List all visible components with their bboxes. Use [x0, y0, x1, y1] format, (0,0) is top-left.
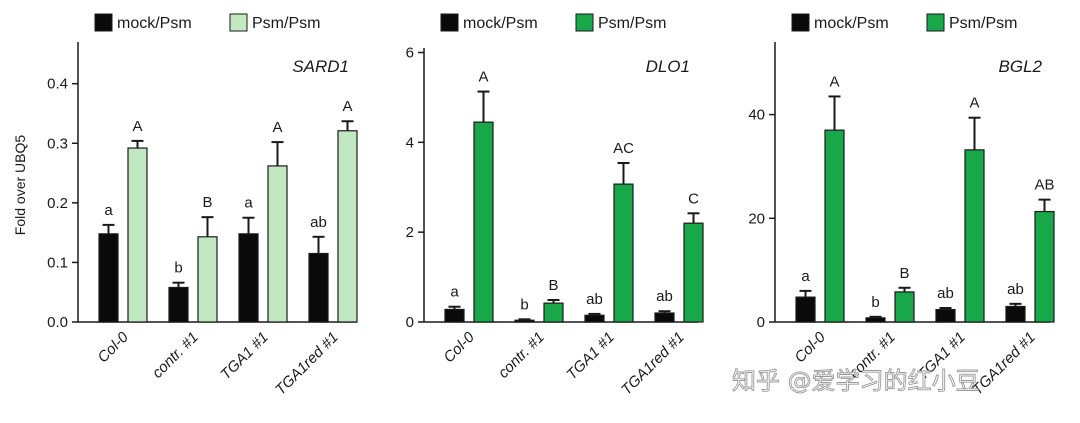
significance-letter: B: [899, 265, 909, 282]
significance-letter: A: [969, 95, 979, 112]
significance-letter: a: [801, 268, 810, 285]
y-tick-label: 6: [406, 44, 414, 61]
chart-title: DLO1: [646, 57, 690, 76]
bar-mock-psm-contr-1: [168, 286, 189, 323]
y-tick-label: 0.4: [47, 76, 68, 93]
legend-label-psm-psm: Psm/Psm: [949, 15, 1017, 32]
bar-mock-psm-tga1-1: [584, 314, 605, 323]
significance-letter: ab: [310, 214, 327, 231]
chart-panel-bgl2: mock/Psm Psm/Psm02040BGL2aACol-0bBcontr. …: [748, 13, 1055, 399]
significance-letter: A: [478, 69, 488, 86]
category-label-tga1red-1: TGA1red #1: [618, 329, 688, 399]
bar-mock-psm-tga1red-1: [308, 252, 329, 323]
bar-psm-psm-contr-1: [543, 302, 564, 323]
legend-swatch-mock-psm: [94, 13, 113, 32]
legend-label-mock-psm: mock/Psm: [463, 15, 538, 32]
bar-mock-psm-col-0: [98, 233, 119, 323]
significance-letter: A: [272, 119, 282, 136]
category-label-tga1red-1: TGA1red #1: [272, 329, 342, 399]
legend-label-mock-psm: mock/Psm: [117, 15, 192, 32]
legend: mock/Psm Psm/Psm: [94, 13, 320, 32]
y-tick-label: 2: [406, 224, 414, 241]
significance-letter: ab: [937, 285, 954, 302]
legend-label-psm-psm: Psm/Psm: [598, 15, 666, 32]
legend-swatch-psm-psm: [926, 13, 945, 32]
bar-psm-psm-tga1-1: [613, 183, 634, 323]
y-tick-label: 0.2: [47, 195, 68, 212]
bar-mock-psm-tga1-1: [935, 308, 956, 323]
category-label-contr-1: contr. #1: [495, 329, 548, 382]
significance-letter: B: [548, 277, 558, 294]
chart-title: SARD1: [292, 57, 349, 76]
y-tick-label: 0.1: [47, 254, 68, 271]
significance-letter: A: [132, 118, 142, 135]
bar-mock-psm-contr-1: [865, 317, 886, 323]
bar-psm-psm-col-0: [824, 129, 845, 323]
significance-letter: A: [829, 73, 839, 90]
legend-label-mock-psm: mock/Psm: [814, 15, 889, 32]
category-label-col-0: Col-0: [791, 328, 829, 366]
y-tick-label: 40: [748, 107, 765, 124]
significance-letter: b: [871, 294, 879, 311]
significance-letter: ab: [586, 291, 603, 308]
category-label-contr-1: contr. #1: [149, 329, 202, 382]
significance-letter: a: [450, 284, 459, 301]
significance-letter: b: [520, 296, 528, 313]
bar-psm-psm-contr-1: [894, 291, 915, 323]
legend-swatch-psm-psm: [575, 13, 594, 32]
chart-title: BGL2: [999, 57, 1043, 76]
y-tick-label: 20: [748, 210, 765, 227]
chart-panel-sard1: mock/Psm Psm/Psm 0.0 0.1 0.2 0.3 0.4 SARD1 a A Col…: [47, 13, 358, 399]
y-tick-label: 0.3: [47, 135, 68, 152]
bar-psm-psm-tga1red-1: [337, 130, 358, 323]
y-axis-title: Fold over UBQ5: [12, 135, 28, 236]
significance-letter: a: [244, 195, 253, 212]
bar-mock-psm-tga1-1: [238, 233, 259, 323]
significance-letter: C: [688, 190, 699, 207]
bar-psm-psm-tga1-1: [964, 149, 985, 323]
category-label-col-0: Col-0: [94, 328, 132, 366]
legend: mock/Psm Psm/Psm: [791, 13, 1017, 32]
bar-mock-psm-tga1red-1: [1005, 305, 1026, 323]
bar-mock-psm-col-0: [444, 308, 465, 323]
legend-swatch-mock-psm: [440, 13, 459, 32]
significance-letter: a: [104, 202, 113, 219]
significance-letter: b: [174, 260, 182, 277]
bar-psm-psm-tga1red-1: [683, 222, 704, 323]
bar-mock-psm-contr-1: [514, 319, 535, 323]
significance-letter: B: [202, 194, 212, 211]
y-tick-label: 0: [757, 314, 765, 331]
legend-label-psm-psm: Psm/Psm: [252, 15, 320, 32]
category-label-col-0: Col-0: [440, 328, 478, 366]
category-label-tga1-1: TGA1 #1: [563, 329, 617, 383]
bar-psm-psm-col-0: [473, 121, 494, 323]
y-tick-label: 4: [406, 134, 414, 151]
legend-swatch-psm-psm: [229, 13, 248, 32]
y-tick-label: 0: [406, 314, 414, 331]
significance-letter: AB: [1034, 177, 1054, 194]
significance-letter: A: [342, 98, 352, 115]
significance-letter: ab: [656, 288, 673, 305]
bar-mock-psm-col-0: [795, 296, 816, 323]
bar-psm-psm-contr-1: [197, 236, 218, 323]
significance-letter: ab: [1007, 281, 1024, 298]
watermark: 知乎 @爱学习的红小豆: [732, 367, 980, 395]
legend: mock/Psm Psm/Psm: [440, 13, 666, 32]
legend-swatch-mock-psm: [791, 13, 810, 32]
bar-psm-psm-col-0: [127, 147, 148, 323]
bar-psm-psm-tga1red-1: [1034, 210, 1055, 323]
bar-psm-psm-tga1-1: [267, 165, 288, 323]
significance-letter: AC: [613, 140, 634, 157]
category-label-tga1-1: TGA1 #1: [217, 329, 271, 383]
bar-mock-psm-tga1red-1: [654, 312, 675, 323]
y-tick-label: 0.0: [47, 314, 68, 331]
